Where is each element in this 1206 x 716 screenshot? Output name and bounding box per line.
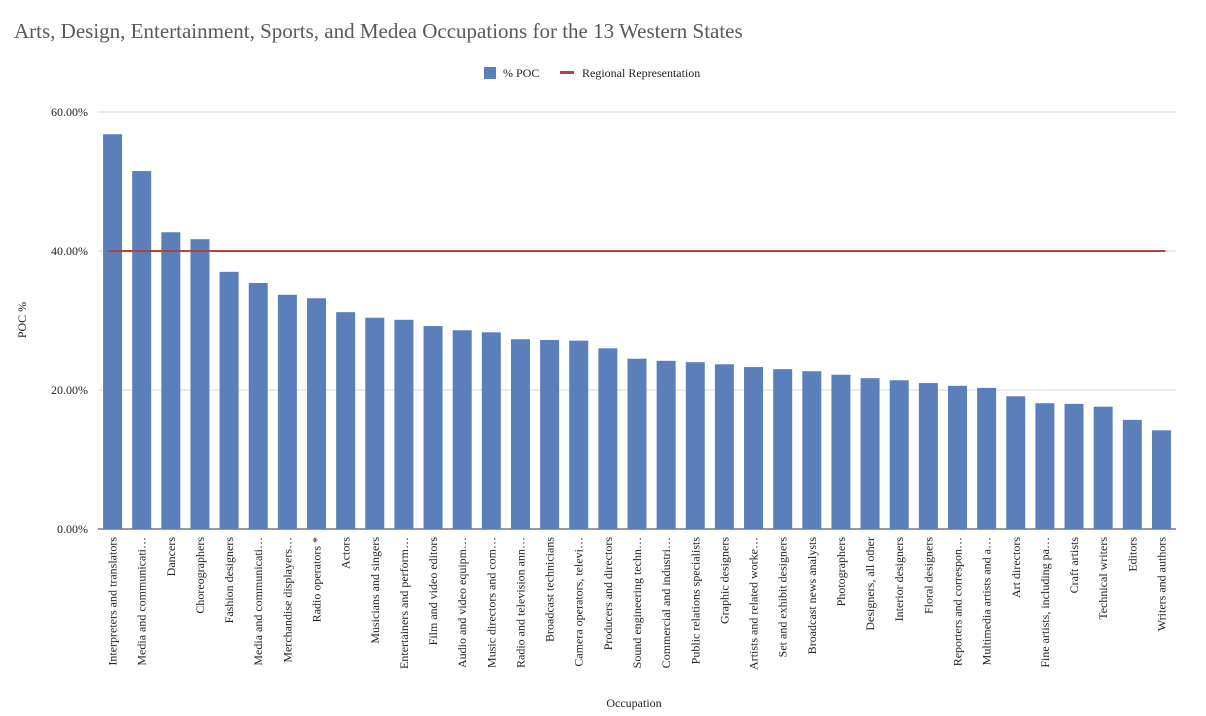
- x-tick-label: Public relations specialists: [688, 537, 702, 665]
- bar: [510, 339, 530, 529]
- x-tick-label: Art directors: [1009, 537, 1023, 598]
- x-tick-label: Entertainers and perform…: [397, 537, 411, 669]
- x-tick-label: Music directors and com…: [484, 537, 498, 668]
- bar: [569, 340, 589, 529]
- bar: [860, 378, 880, 529]
- x-tick-label: Editors: [1125, 537, 1139, 572]
- legend-label-regional: Regional Representation: [582, 66, 700, 80]
- bar: [744, 367, 764, 529]
- bar: [132, 171, 152, 529]
- bar: [656, 360, 676, 529]
- x-tick-label: Dancers: [164, 537, 178, 577]
- x-tick-label: Audio and video equipm…: [455, 537, 469, 668]
- x-tick-label: Musicians and singers: [368, 537, 382, 644]
- bar: [540, 339, 560, 529]
- y-axis-title: POC %: [15, 302, 29, 338]
- x-tick-label: Camera operators, televi…: [572, 537, 586, 667]
- x-axis-title: Occupation: [606, 696, 661, 710]
- bar: [307, 298, 327, 529]
- x-tick-label: Commercial and industri…: [659, 537, 673, 668]
- bar: [481, 332, 501, 529]
- x-tick-label: Choreographers: [193, 537, 207, 614]
- x-tick-label: Interior designers: [892, 537, 906, 622]
- x-tick-label: Media and communicati…: [135, 537, 149, 666]
- x-tick-label: Fine artists, including pa…: [1038, 537, 1052, 668]
- legend-swatch-poc: [484, 67, 496, 79]
- x-tick-label: Radio and television ann…: [513, 537, 527, 668]
- x-tick-label: Multimedia artists and a…: [980, 537, 994, 665]
- bar: [1035, 403, 1055, 529]
- bar: [714, 364, 734, 529]
- x-tick-label: Technical writers: [1096, 537, 1110, 620]
- legend: % POC Regional Representation: [484, 66, 700, 80]
- bar: [947, 385, 967, 529]
- bar: [802, 371, 822, 529]
- x-tick-label: Producers and directors: [601, 537, 615, 651]
- x-tick-label: Interpreters and translators: [106, 537, 120, 666]
- bar: [336, 312, 356, 529]
- bar: [423, 326, 443, 529]
- x-tick-label: Radio operators *: [310, 537, 324, 622]
- x-tick-label: Merchandise displayers…: [280, 537, 294, 663]
- x-tick-label: Media and communicati…: [251, 537, 265, 666]
- y-tick-label: 60.00%: [51, 105, 88, 119]
- bar: [918, 383, 938, 529]
- bar: [1151, 430, 1171, 529]
- x-tick-label: Photographers: [834, 537, 848, 607]
- x-tick-label: Designers, all other: [863, 537, 877, 631]
- bar: [277, 294, 297, 529]
- bar: [452, 330, 472, 529]
- x-tick-label: Set and exhibit designers: [776, 537, 790, 658]
- legend-swatch-regional: [560, 71, 574, 74]
- x-tick-label: Artists and related worke…: [747, 537, 761, 670]
- bar: [773, 369, 793, 529]
- x-tick-label: Broadcast technicians: [543, 537, 557, 642]
- bar: [889, 380, 909, 529]
- x-tick-label: Floral designers: [921, 537, 935, 614]
- x-tick-label: Graphic designers: [717, 537, 731, 624]
- bar: [365, 317, 385, 529]
- x-tick-label: Broadcast news analysts: [805, 537, 819, 655]
- bar: [1122, 419, 1142, 529]
- x-tick-label: Reporters and correspon…: [950, 537, 964, 666]
- x-tick-label: Craft artists: [1067, 537, 1081, 594]
- x-tick-label: Fashion designers: [222, 537, 236, 624]
- bar: [219, 271, 239, 529]
- legend-label-poc: % POC: [503, 66, 539, 80]
- bar: [1006, 396, 1026, 529]
- bar: [248, 282, 268, 529]
- y-tick-label: 20.00%: [51, 383, 88, 397]
- bar: [190, 239, 210, 529]
- bar: [1093, 406, 1113, 529]
- bar: [1064, 403, 1084, 529]
- x-tick-label: Sound engineering techn…: [630, 537, 644, 668]
- bar: [685, 362, 705, 529]
- bar: [598, 348, 618, 529]
- bar: [977, 387, 997, 529]
- bar: [161, 232, 181, 530]
- bar: [627, 358, 647, 529]
- y-tick-label: 0.00%: [57, 522, 88, 536]
- x-tick-label: Actors: [339, 537, 353, 569]
- chart-title: Arts, Design, Entertainment, Sports, and…: [14, 19, 743, 43]
- bar: [394, 319, 414, 529]
- bar: [831, 374, 851, 529]
- bar: [103, 134, 123, 530]
- x-tick-label: Film and video editors: [426, 537, 440, 646]
- x-tick-label: Writers and authors: [1154, 537, 1168, 631]
- y-tick-label: 40.00%: [51, 244, 88, 258]
